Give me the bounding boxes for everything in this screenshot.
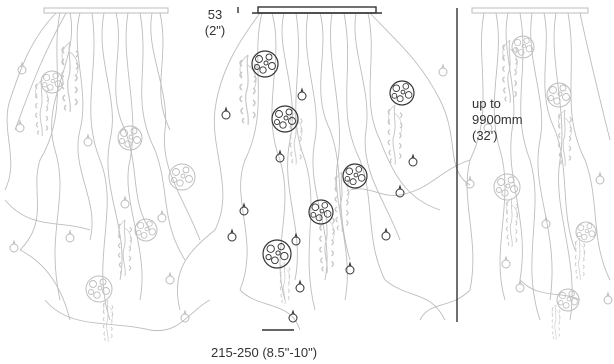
small-glass-bulb-icon [408, 154, 418, 167]
drop-length-mm: 9900mm [472, 112, 523, 127]
hanging-glass-globe-icon [85, 275, 113, 303]
hanging-glass-globe-icon [575, 221, 597, 243]
hanging-glass-globe-icon [556, 288, 580, 312]
module-spacing-label: 215-250 (8.5"-10") [211, 345, 318, 360]
canopy-depth-label: 53 (2") [201, 7, 229, 39]
hanging-glass-globe-icon [134, 218, 158, 242]
hanging-glass-globe-icon [546, 82, 572, 108]
ceiling-canopy-icon [43, 7, 169, 14]
small-glass-bulb-icon [297, 88, 307, 101]
ceiling-canopy-icon [257, 6, 377, 14]
hanging-glass-globe-icon [342, 163, 368, 189]
canopy-depth-in: (2") [204, 23, 226, 38]
hanging-glass-globe-icon [493, 173, 521, 201]
small-glass-bulb-icon [295, 280, 305, 293]
hanging-glass-globe-icon [511, 35, 535, 59]
dimension-lines [262, 8, 458, 331]
hanging-glass-globe-icon [251, 50, 279, 78]
right-pendant-group [349, 7, 613, 341]
small-glass-bulb-icon [221, 107, 231, 120]
ceiling-canopy-icon [471, 7, 589, 14]
small-glass-bulb-icon [288, 310, 298, 323]
left-pendant-group [4, 7, 211, 343]
small-glass-bulb-icon [227, 229, 237, 242]
hanging-glass-globe-icon [117, 125, 143, 151]
small-glass-bulb-icon [381, 228, 391, 241]
hanging-glass-globe-icon [262, 239, 292, 269]
hanging-glass-globe-icon [308, 199, 334, 225]
center-pendant-group [176, 6, 471, 331]
drop-length-prefix: up to [472, 96, 501, 111]
hanging-glass-globe-icon [40, 70, 64, 94]
small-glass-bulb-icon [239, 203, 249, 216]
drop-length-ft: (32') [472, 128, 498, 143]
canopy-depth-mm: 53 [207, 7, 223, 22]
hanging-glass-globe-icon [389, 80, 415, 106]
drop-length-label: up to 9900mm (32') [472, 96, 523, 144]
hanging-glass-globe-icon [271, 105, 299, 133]
hanging-glass-globe-icon [168, 163, 196, 191]
